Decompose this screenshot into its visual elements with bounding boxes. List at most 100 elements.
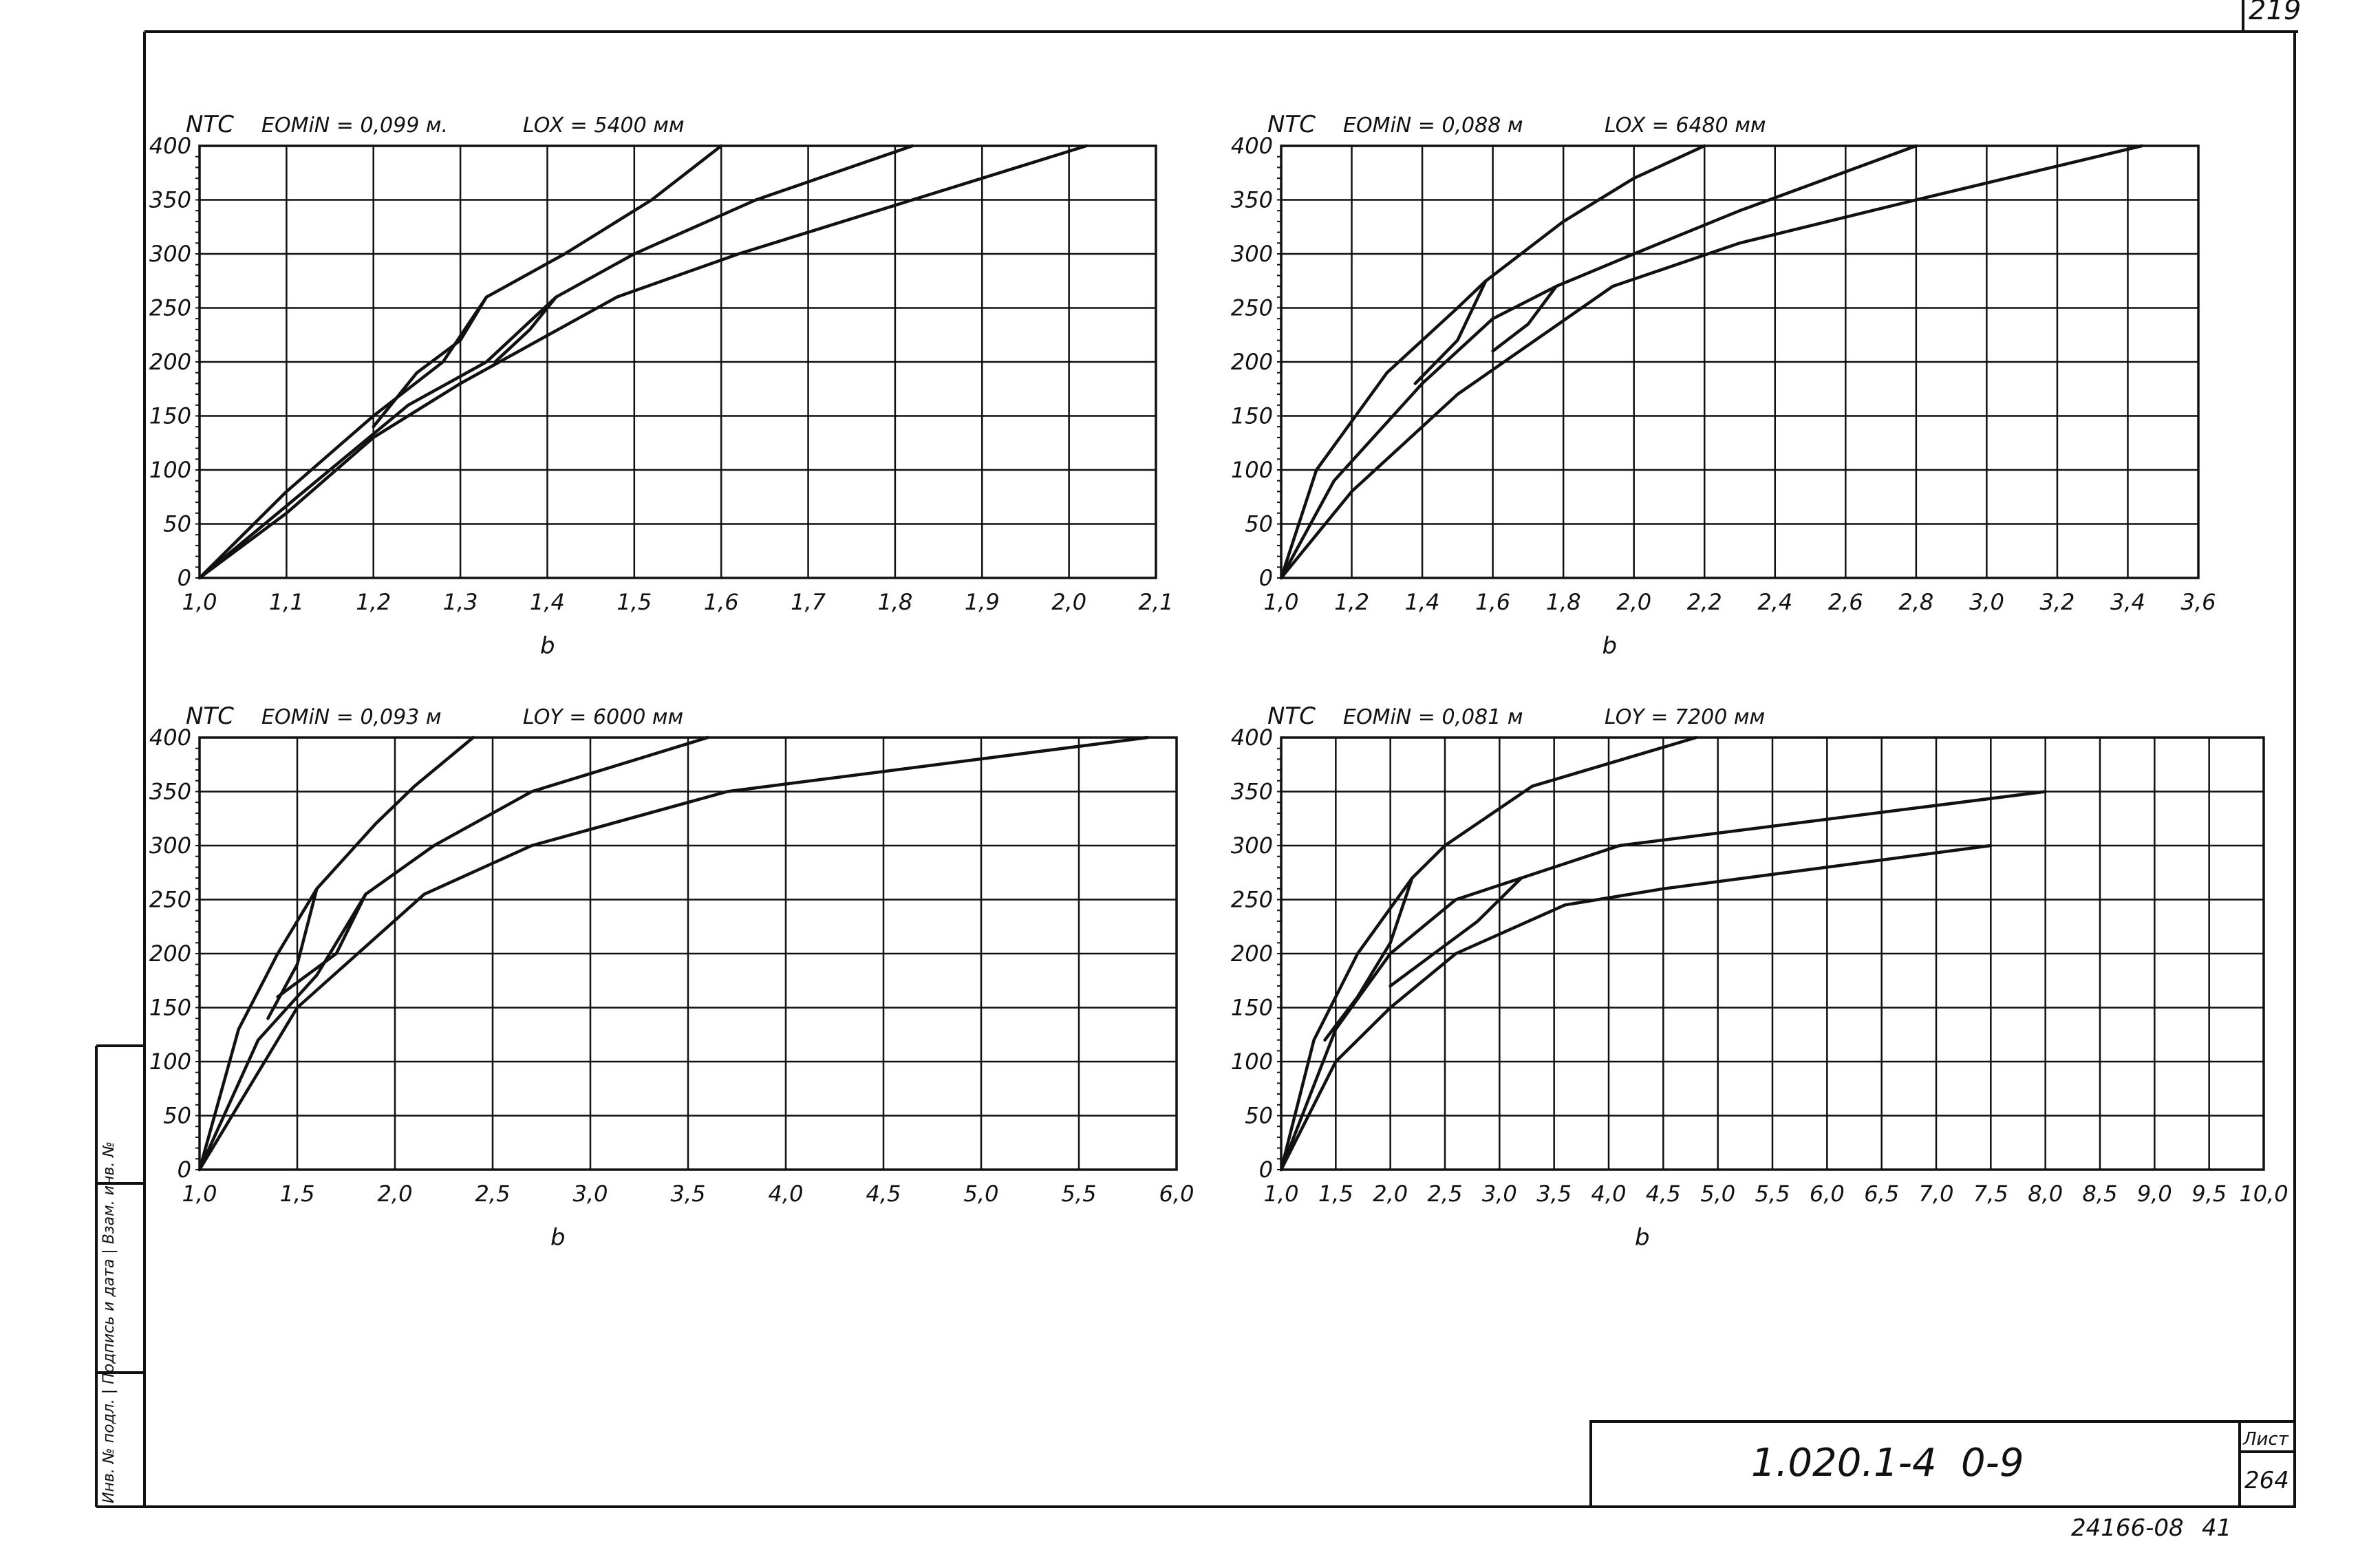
y-tick-label: 300 bbox=[1231, 241, 1273, 267]
page-corner-number: 219 bbox=[2249, 0, 2301, 26]
series-line-3 bbox=[1279, 144, 2144, 580]
y-tick-label: 200 bbox=[1231, 349, 1273, 375]
margin-side-text: Инв. № подл. | Подпись и дата | Взам. ин… bbox=[100, 1141, 118, 1503]
y-tick-label: 400 bbox=[1231, 133, 1273, 159]
x-tick-label: 3,4 bbox=[2110, 589, 2145, 615]
x-tick-label: 1,5 bbox=[1318, 1181, 1353, 1207]
x-tick-label: 4,5 bbox=[866, 1181, 901, 1207]
bottom-stamp-left: 24166-08 bbox=[2071, 1514, 2184, 1542]
x-tick-label: 1,8 bbox=[1546, 589, 1581, 615]
x-axis-label: b bbox=[1602, 632, 1618, 660]
bottom-stamp-right: 41 bbox=[2202, 1514, 2231, 1542]
y-tick-label: 100 bbox=[1231, 457, 1273, 483]
y-tick-label: 150 bbox=[1231, 403, 1273, 429]
x-tick-label: 9,5 bbox=[2191, 1181, 2227, 1207]
plot-border bbox=[1280, 736, 2265, 1171]
x-tick-label: 1,8 bbox=[877, 589, 912, 615]
series-line-5 bbox=[1491, 284, 1558, 353]
y-axis-label: NТС bbox=[1267, 702, 1316, 730]
y-tick-label: 100 bbox=[149, 1049, 191, 1075]
chart-panel-top-left: 1,0 1,1 1,2 1,3 1,4 1,5 1,6 1,7 1,8 1,9 2,0 2,1 0 50 1… bbox=[149, 111, 1174, 660]
series-line-3 bbox=[197, 144, 1089, 580]
x-tick-label: 3,6 bbox=[2181, 589, 2216, 615]
series-line-5 bbox=[276, 892, 367, 999]
y-tick-label: 100 bbox=[1231, 1049, 1273, 1075]
x-tick-label: 5,0 bbox=[1700, 1181, 1735, 1207]
y-tick-label: 300 bbox=[1231, 833, 1273, 859]
x-tick-label: 1,4 bbox=[530, 589, 565, 615]
y-tick-label: 400 bbox=[1231, 724, 1273, 751]
series-line-4 bbox=[1323, 876, 1414, 1042]
x-tick-label: 1,0 bbox=[182, 589, 217, 615]
series-line-2 bbox=[1279, 144, 1918, 580]
y-tick-label: 150 bbox=[149, 995, 191, 1021]
x-tick-label: 4,0 bbox=[769, 1181, 804, 1207]
plot-border bbox=[1280, 144, 2200, 579]
x-tick-label: 3,5 bbox=[1536, 1181, 1572, 1207]
x-tick-label: 3,5 bbox=[671, 1181, 706, 1207]
x-axis-label: b bbox=[550, 1224, 566, 1252]
y-tick-label: 0 bbox=[178, 1157, 191, 1183]
series-line-4 bbox=[266, 887, 319, 1020]
x-tick-label: 1,0 bbox=[182, 1181, 217, 1207]
x-tick-label: 2,0 bbox=[1616, 589, 1651, 615]
x-tick-label: 1,6 bbox=[1475, 589, 1510, 615]
chart-panel-top-right: 1,0 1,2 1,4 1,6 1,8 2,0 2,2 2,4 2,6 2,8 3,0 3,2 3,4 3… bbox=[1231, 111, 2216, 660]
y-tick-label: 250 bbox=[149, 295, 191, 321]
x-tick-label: 1,6 bbox=[704, 589, 739, 615]
x-tick-label: 4,5 bbox=[1646, 1181, 1681, 1207]
drawing-frame bbox=[95, 0, 2298, 1508]
y-axis-label: NТС bbox=[186, 702, 234, 730]
x-tick-label: 2,6 bbox=[1828, 589, 1863, 615]
header-length: LOX = 5400 мм bbox=[523, 114, 685, 138]
sheet-label: Лист bbox=[2242, 1429, 2289, 1450]
header-eomin: EOMiN = 0,099 м. bbox=[261, 114, 448, 138]
x-tick-label: 2,8 bbox=[1898, 589, 1933, 615]
y-tick-label: 100 bbox=[149, 457, 191, 483]
y-tick-label: 50 bbox=[1245, 511, 1273, 537]
x-tick-label: 1,7 bbox=[791, 589, 826, 615]
y-tick-label: 250 bbox=[1231, 887, 1273, 913]
x-axis-label: b bbox=[1635, 1224, 1650, 1252]
series-line-5 bbox=[1389, 876, 1523, 988]
x-tick-label: 1,5 bbox=[617, 589, 652, 615]
document-code: 1.020.1-4 bbox=[1751, 1441, 1937, 1485]
header-length: LOX = 6480 мм bbox=[1605, 114, 1766, 138]
document-suffix: 0-9 bbox=[1961, 1441, 2024, 1485]
x-tick-label: 1,1 bbox=[269, 589, 304, 615]
x-tick-label: 1,0 bbox=[1264, 1181, 1299, 1207]
x-tick-label: 6,0 bbox=[1159, 1181, 1194, 1207]
y-tick-label: 0 bbox=[1259, 565, 1273, 591]
x-tick-label: 1,4 bbox=[1405, 589, 1440, 615]
x-tick-label: 7,5 bbox=[1973, 1181, 2008, 1207]
header-eomin: EOMiN = 0,088 м bbox=[1343, 114, 1523, 138]
chart-panel-bottom-right: 1,0 1,5 2,0 2,5 3,0 3,5 4,0 4,5 5,0 5,5 6,0 6,5 7,0 7… bbox=[1231, 702, 2288, 1252]
x-tick-label: 2,4 bbox=[1757, 589, 1792, 615]
header-length: LOY = 7200 мм bbox=[1605, 705, 1765, 729]
y-tick-label: 0 bbox=[178, 565, 191, 591]
x-tick-label: 1,0 bbox=[1264, 589, 1299, 615]
x-tick-label: 3,2 bbox=[2039, 589, 2075, 615]
y-tick-label: 150 bbox=[1231, 995, 1273, 1021]
y-axis-label: NТС bbox=[186, 111, 234, 138]
y-tick-label: 200 bbox=[149, 941, 191, 967]
x-tick-label: 3,0 bbox=[573, 1181, 608, 1207]
y-tick-label: 50 bbox=[163, 1103, 191, 1129]
x-tick-label: 2,0 bbox=[1373, 1181, 1408, 1207]
y-tick-label: 350 bbox=[1231, 779, 1273, 805]
x-tick-label: 3,0 bbox=[1969, 589, 2004, 615]
x-tick-label: 5,5 bbox=[1062, 1181, 1097, 1207]
series-line-2 bbox=[197, 144, 914, 580]
series-line-1 bbox=[197, 144, 723, 580]
x-tick-label: 5,5 bbox=[1755, 1181, 1790, 1207]
x-tick-label: 1,2 bbox=[356, 589, 391, 615]
y-tick-label: 350 bbox=[149, 187, 191, 213]
header-eomin: EOMiN = 0,081 м bbox=[1343, 705, 1523, 729]
x-tick-label: 2,0 bbox=[378, 1181, 413, 1207]
y-tick-label: 350 bbox=[149, 779, 191, 805]
series-line-3 bbox=[1279, 844, 1993, 1172]
header-length: LOY = 6000 мм bbox=[523, 705, 683, 729]
y-tick-label: 200 bbox=[149, 349, 191, 375]
x-tick-label: 1,3 bbox=[443, 589, 478, 615]
